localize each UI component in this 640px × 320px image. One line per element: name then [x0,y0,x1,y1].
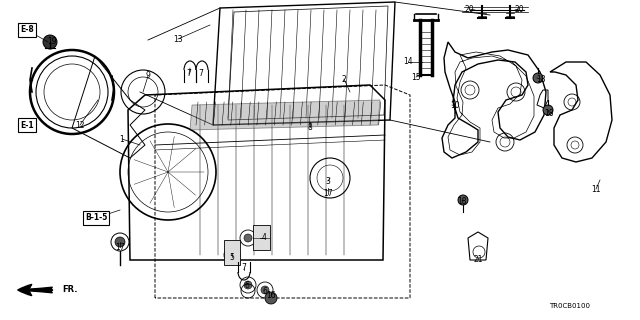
Text: 19: 19 [47,37,57,46]
Text: 6: 6 [262,286,268,295]
Text: 18: 18 [457,196,467,205]
Text: 3: 3 [326,177,330,186]
Text: 11: 11 [591,185,601,194]
FancyArrowPatch shape [18,284,52,296]
Text: 18: 18 [536,75,546,84]
Circle shape [261,286,269,294]
Polygon shape [224,240,240,265]
Text: 2: 2 [342,75,346,84]
Text: 14: 14 [403,58,413,67]
Text: 10: 10 [450,101,460,110]
Polygon shape [253,225,270,250]
Circle shape [265,292,277,304]
Polygon shape [190,100,380,130]
Text: 9: 9 [145,71,150,81]
Text: 20: 20 [514,4,524,13]
Text: 16: 16 [266,292,276,300]
Text: B-1-5: B-1-5 [85,213,107,222]
Circle shape [244,281,252,289]
Text: 7: 7 [198,69,204,78]
Text: 21: 21 [473,255,483,265]
Text: 7: 7 [187,69,191,78]
Text: 7: 7 [241,263,246,273]
Text: 17: 17 [115,243,125,252]
Text: 17: 17 [323,189,333,198]
Circle shape [458,195,468,205]
Text: 6: 6 [244,281,250,290]
Circle shape [43,35,57,49]
Text: E-8: E-8 [20,26,34,35]
Text: 5: 5 [230,252,234,261]
Text: 1: 1 [120,134,124,143]
Text: TR0CB0100: TR0CB0100 [550,303,591,309]
Text: 20: 20 [464,4,474,13]
Text: 4: 4 [262,234,266,243]
Text: 8: 8 [308,123,312,132]
Text: 15: 15 [411,73,421,82]
Circle shape [533,73,543,83]
Text: 18: 18 [544,108,554,117]
Circle shape [228,251,236,259]
Text: 13: 13 [173,35,183,44]
Text: FR.: FR. [62,285,77,294]
Circle shape [543,105,553,115]
Circle shape [115,237,125,247]
Text: 12: 12 [76,121,84,130]
Circle shape [244,234,252,242]
Text: E-1: E-1 [20,121,34,130]
